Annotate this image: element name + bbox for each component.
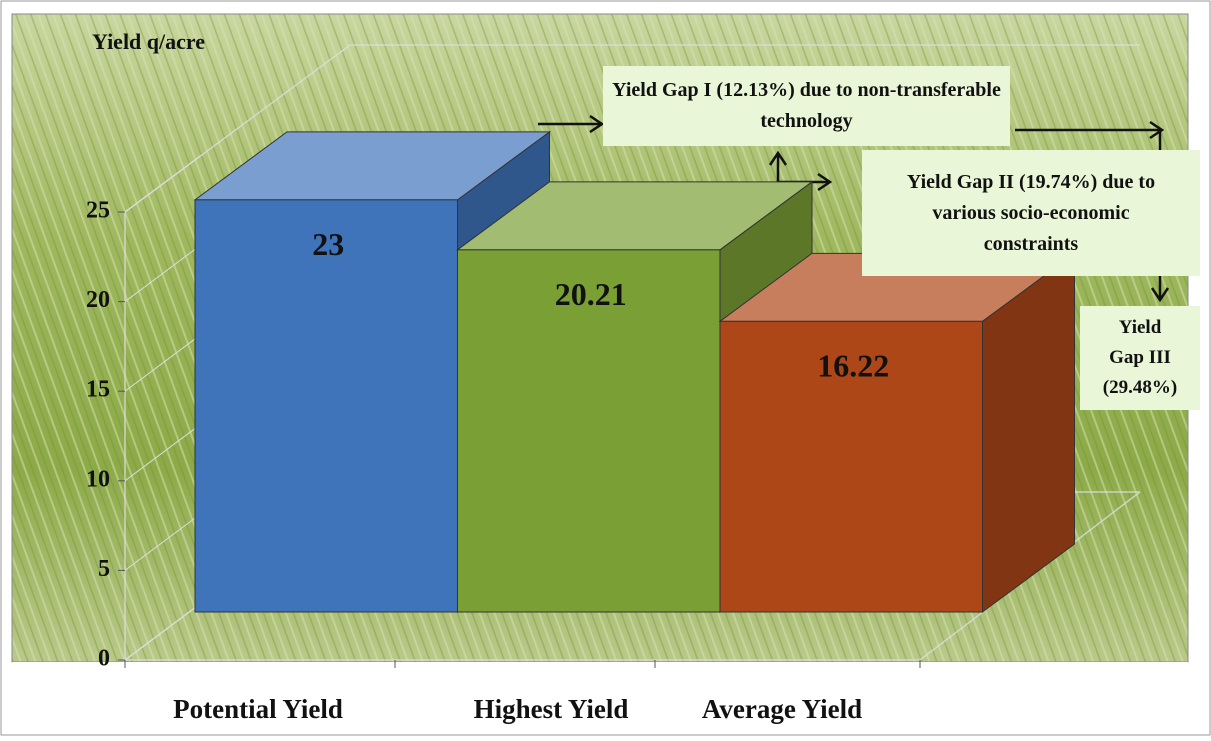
- bar: [194, 199, 458, 613]
- data-label: 16.22: [817, 348, 889, 384]
- x-tick-label: Average Yield: [702, 694, 862, 724]
- x-tick-label: Highest Yield: [474, 694, 629, 724]
- bar: [457, 249, 721, 613]
- y-axis-label: Yield q/acre: [92, 29, 205, 54]
- grid-line: [124, 245, 201, 303]
- grid-line: [124, 513, 201, 571]
- axis-area: [12, 662, 1188, 732]
- bar: [719, 320, 983, 613]
- data-label: 20.21: [555, 276, 627, 312]
- y-tick-label: 5: [98, 556, 110, 582]
- data-label: 23: [312, 226, 344, 262]
- grid-line: [124, 334, 201, 392]
- y-tick-label: 15: [86, 377, 110, 403]
- annotation: Yield Gap III (29.48%): [1080, 306, 1200, 410]
- annotation: Yield Gap II (19.74%) due to various soc…: [862, 150, 1200, 276]
- grid-line: [124, 603, 201, 661]
- y-tick-label: 0: [98, 646, 110, 672]
- y-tick-label: 20: [86, 287, 110, 313]
- annotation: Yield Gap I (12.13%) due to non-transfer…: [603, 66, 1010, 146]
- y-tick-label: 25: [86, 198, 110, 224]
- grid-line: [124, 155, 201, 213]
- grid-line: [124, 424, 201, 482]
- x-tick-label: Potential Yield: [173, 694, 343, 724]
- y-tick-label: 10: [86, 466, 110, 492]
